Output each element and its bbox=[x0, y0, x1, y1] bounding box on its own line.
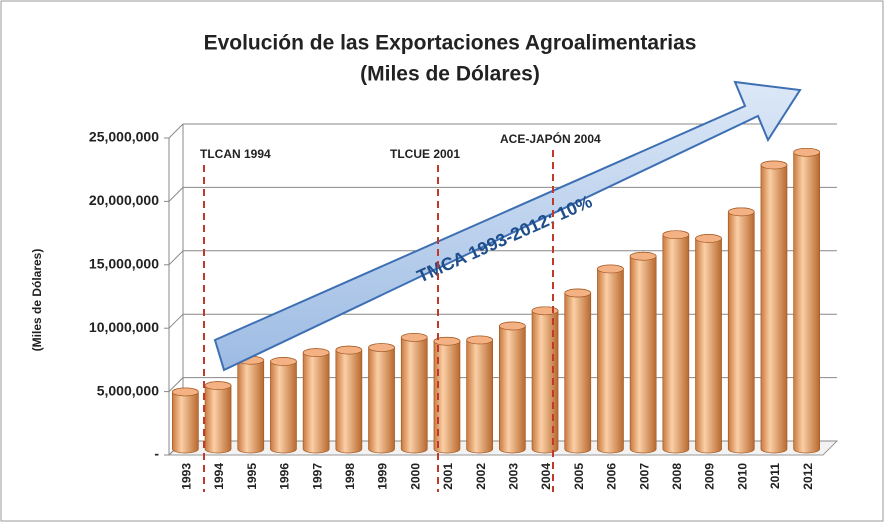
chart-title: Evolución de las Exportaciones Agroalime… bbox=[204, 32, 697, 55]
bar-top bbox=[498, 321, 526, 331]
bar bbox=[270, 357, 297, 454]
y-axis-label: (Miles de Dólares) bbox=[30, 249, 44, 352]
y-tick-label: 10,000,000 bbox=[89, 319, 159, 335]
x-tick-label: 1995 bbox=[245, 463, 259, 490]
x-tick-label: 1999 bbox=[376, 463, 390, 490]
bar bbox=[204, 381, 232, 454]
bar-top bbox=[597, 264, 624, 274]
bar bbox=[302, 348, 330, 454]
bar-top bbox=[204, 381, 232, 390]
bar bbox=[499, 321, 526, 454]
bar bbox=[531, 306, 559, 454]
chart-subtitle: (Miles de Dólares) bbox=[360, 63, 540, 86]
bar bbox=[400, 333, 428, 454]
bar bbox=[793, 147, 820, 454]
bar bbox=[727, 207, 755, 454]
y-tick-label: 5,000,000 bbox=[97, 382, 159, 398]
bar bbox=[564, 288, 592, 454]
bar bbox=[662, 230, 690, 454]
bar-top bbox=[793, 147, 821, 157]
y-tick-label: - bbox=[154, 446, 159, 462]
x-tick-label: 1994 bbox=[212, 463, 226, 490]
x-tick-label: 2000 bbox=[408, 463, 422, 490]
bar-top bbox=[662, 230, 690, 240]
x-tick-label: 2010 bbox=[735, 463, 749, 490]
x-tick-label: 1998 bbox=[343, 463, 357, 490]
x-tick-label: 2006 bbox=[605, 463, 619, 490]
bar-top bbox=[270, 357, 297, 366]
grid-line bbox=[168, 250, 184, 266]
growth-arrow bbox=[213, 80, 802, 372]
bar-top bbox=[629, 251, 657, 261]
bar-top bbox=[760, 160, 788, 170]
bar-top bbox=[433, 336, 461, 346]
bar-top bbox=[695, 234, 722, 243]
x-tick-label: 2004 bbox=[539, 463, 553, 490]
bar-top bbox=[531, 306, 559, 316]
bar bbox=[695, 234, 722, 454]
x-tick-label: 2001 bbox=[441, 463, 455, 490]
bar-top bbox=[172, 387, 199, 397]
grid-line bbox=[168, 123, 184, 139]
x-tick-label: 1997 bbox=[310, 463, 324, 490]
y-tick-label: 15,000,000 bbox=[89, 256, 159, 272]
event-label: TLCAN 1994 bbox=[200, 147, 271, 161]
bar-top bbox=[335, 345, 363, 355]
event-label: ACE-JAPÓN 2004 bbox=[500, 131, 601, 146]
bar bbox=[597, 264, 624, 454]
grid-line bbox=[168, 313, 184, 329]
x-tick-label: 2008 bbox=[670, 463, 684, 490]
bar-top bbox=[466, 335, 493, 345]
y-tick-label: 25,000,000 bbox=[89, 129, 159, 145]
bar bbox=[335, 345, 363, 454]
bar-top bbox=[400, 333, 428, 342]
bar-top bbox=[727, 207, 755, 217]
x-tick-label: 2007 bbox=[637, 463, 651, 490]
bar bbox=[237, 355, 265, 454]
x-tick-label: 2005 bbox=[572, 463, 586, 490]
x-tick-label: 1993 bbox=[180, 463, 194, 490]
bar bbox=[629, 251, 657, 454]
x-tick-label: 1996 bbox=[278, 463, 292, 490]
bar bbox=[466, 335, 493, 454]
event-label: TLCUE 2001 bbox=[390, 147, 460, 161]
x-tick-label: 2002 bbox=[474, 463, 488, 490]
bar-top bbox=[564, 288, 592, 298]
grid-line bbox=[168, 377, 184, 392]
x-tick-label: 2011 bbox=[768, 463, 782, 489]
x-tick-label: 2003 bbox=[507, 463, 521, 490]
y-tick-label: 20,000,000 bbox=[89, 192, 159, 208]
bar bbox=[368, 343, 395, 454]
bar-top bbox=[368, 343, 395, 352]
bar bbox=[760, 160, 788, 454]
x-tick-label: 2012 bbox=[801, 463, 815, 490]
x-tick-label: 2009 bbox=[703, 463, 717, 490]
bar bbox=[172, 387, 199, 454]
plot: - 5,000,000 10,000,000 15,000,000 20,000,000… bbox=[89, 123, 839, 490]
bar-top bbox=[302, 348, 330, 357]
grid-line bbox=[168, 187, 184, 202]
